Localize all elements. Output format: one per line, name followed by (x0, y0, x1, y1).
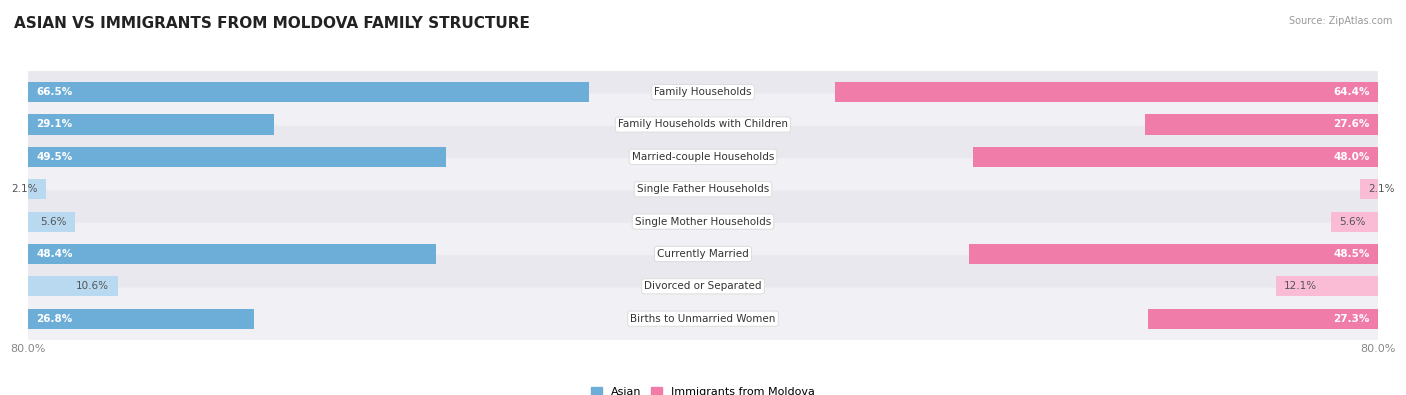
Text: 66.5%: 66.5% (37, 87, 73, 97)
FancyBboxPatch shape (28, 126, 1378, 188)
Text: Single Mother Households: Single Mother Households (636, 216, 770, 227)
Text: 27.6%: 27.6% (1333, 120, 1369, 130)
Text: Married-couple Households: Married-couple Households (631, 152, 775, 162)
Text: Births to Unmarried Women: Births to Unmarried Women (630, 314, 776, 324)
Text: 27.3%: 27.3% (1333, 314, 1369, 324)
Bar (1330, 212, 1378, 231)
Bar (28, 115, 274, 135)
FancyBboxPatch shape (28, 61, 1378, 123)
Text: 10.6%: 10.6% (76, 281, 110, 291)
Text: ASIAN VS IMMIGRANTS FROM MOLDOVA FAMILY STRUCTURE: ASIAN VS IMMIGRANTS FROM MOLDOVA FAMILY … (14, 16, 530, 31)
Text: Currently Married: Currently Married (657, 249, 749, 259)
Text: 49.5%: 49.5% (37, 152, 73, 162)
FancyBboxPatch shape (28, 190, 1378, 253)
Text: 64.4%: 64.4% (1333, 87, 1369, 97)
Bar (28, 82, 589, 102)
Text: 12.1%: 12.1% (1284, 281, 1317, 291)
Bar (28, 276, 118, 296)
Text: 5.6%: 5.6% (1339, 216, 1365, 227)
Text: 48.5%: 48.5% (1333, 249, 1369, 259)
Bar (973, 147, 1378, 167)
Bar (1144, 115, 1378, 135)
Bar (835, 82, 1378, 102)
Text: Family Households with Children: Family Households with Children (619, 120, 787, 130)
Bar (28, 212, 76, 231)
Text: 2.1%: 2.1% (1368, 184, 1395, 194)
Legend: Asian, Immigrants from Moldova: Asian, Immigrants from Moldova (586, 382, 820, 395)
Text: Family Households: Family Households (654, 87, 752, 97)
Text: Divorced or Separated: Divorced or Separated (644, 281, 762, 291)
Bar (1147, 308, 1378, 329)
Text: 26.8%: 26.8% (37, 314, 73, 324)
FancyBboxPatch shape (28, 158, 1378, 220)
Bar (969, 244, 1378, 264)
Text: 29.1%: 29.1% (37, 120, 73, 130)
Bar (28, 179, 46, 199)
Bar (28, 147, 446, 167)
Text: 2.1%: 2.1% (11, 184, 38, 194)
Bar (28, 308, 254, 329)
FancyBboxPatch shape (28, 288, 1378, 350)
FancyBboxPatch shape (28, 94, 1378, 156)
Bar (1275, 276, 1378, 296)
Text: Source: ZipAtlas.com: Source: ZipAtlas.com (1288, 16, 1392, 26)
Text: 48.0%: 48.0% (1333, 152, 1369, 162)
FancyBboxPatch shape (28, 255, 1378, 317)
Text: 5.6%: 5.6% (41, 216, 67, 227)
Text: 48.4%: 48.4% (37, 249, 73, 259)
FancyBboxPatch shape (28, 223, 1378, 285)
Bar (28, 244, 436, 264)
Text: Single Father Households: Single Father Households (637, 184, 769, 194)
Bar (1360, 179, 1378, 199)
